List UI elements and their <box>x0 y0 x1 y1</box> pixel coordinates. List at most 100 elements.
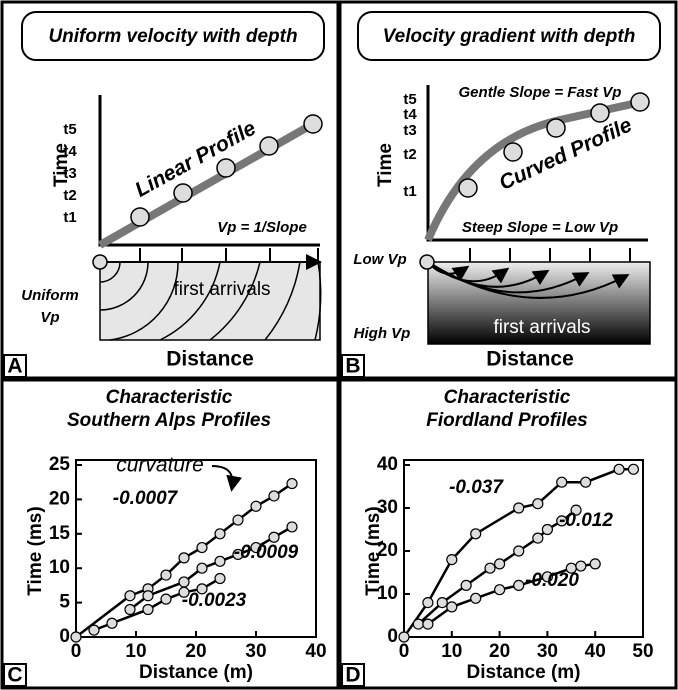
receivers <box>100 248 318 262</box>
y-tick-label: 0 <box>387 626 398 647</box>
letter-box <box>341 663 365 687</box>
data-point <box>250 541 262 554</box>
x-tick-label: 10 <box>441 641 462 662</box>
data-point <box>88 624 100 636</box>
y-tick-label: 5 <box>59 592 70 613</box>
data-point <box>446 601 458 613</box>
data-point <box>613 463 625 475</box>
y-tick-label: 15 <box>49 523 71 544</box>
y-tick-label: 20 <box>49 488 70 509</box>
data-point <box>232 548 244 561</box>
series-label: -0.0009 <box>234 542 299 563</box>
x-tick-label: 0 <box>71 641 82 662</box>
data-point <box>575 560 587 572</box>
data-point <box>532 498 544 510</box>
data-point <box>268 531 280 543</box>
profile-points <box>458 92 650 198</box>
data-point <box>142 603 154 616</box>
series-line <box>402 468 634 638</box>
data-point <box>436 596 448 609</box>
data-point <box>589 558 601 570</box>
panel-letter: D <box>345 664 360 687</box>
medium-box <box>99 261 321 341</box>
data-point <box>470 528 482 540</box>
data-point <box>124 603 136 616</box>
data-point <box>250 500 262 512</box>
data-point <box>541 571 554 583</box>
data-point <box>494 558 506 570</box>
data-point <box>446 553 458 566</box>
medium-label: Vp <box>40 309 59 326</box>
data-point <box>196 562 208 574</box>
equation: Vp = 1/Slope <box>217 219 307 236</box>
series-label: -0.0023 <box>182 590 247 611</box>
wavefronts <box>99 261 322 341</box>
chart-title: Southern Alps Profiles <box>67 410 271 431</box>
data-point <box>422 596 434 609</box>
t-label: t3 <box>63 165 76 182</box>
chart-title: Characteristic <box>444 387 571 408</box>
data-point <box>124 590 136 602</box>
letter-box <box>3 354 27 378</box>
y-tick-label: 10 <box>377 583 398 604</box>
arrivals-label: first arrivals <box>173 279 270 300</box>
x-label: Distance (m) <box>139 662 253 683</box>
data-point <box>142 590 154 602</box>
data-point <box>494 584 506 596</box>
panel-letter: B <box>345 355 360 378</box>
t-label: t5 <box>63 121 76 138</box>
x-tick-label: 40 <box>585 641 606 662</box>
data-point <box>160 593 172 605</box>
data-point <box>106 617 118 629</box>
title-box <box>21 11 325 61</box>
data-point <box>160 569 172 581</box>
steep-label: Steep Slope = Low Vp <box>462 219 618 236</box>
data-point <box>214 555 226 567</box>
data-point <box>513 579 525 592</box>
data-point <box>556 476 568 488</box>
source <box>419 254 435 270</box>
data-point <box>532 532 544 544</box>
data-point <box>556 515 568 527</box>
data-point <box>196 583 208 595</box>
t-label: t2 <box>63 187 76 204</box>
t-label: t4 <box>403 106 417 123</box>
data-point <box>178 576 190 588</box>
t-label: t2 <box>403 146 416 163</box>
x-tick-label: 10 <box>125 641 146 662</box>
letter-box <box>3 663 27 687</box>
ray-paths <box>427 248 631 299</box>
gentle-label: Gentle Slope = Fast Vp <box>459 84 622 101</box>
data-point <box>513 502 525 514</box>
x-label: Distance <box>486 348 574 371</box>
annotation-arrow <box>211 465 243 492</box>
y-tick-label: 0 <box>59 626 70 647</box>
t-label: t3 <box>403 122 416 139</box>
data-point <box>422 618 434 630</box>
high-label: High Vp <box>354 325 411 342</box>
data-point <box>196 541 208 554</box>
x-tick-label: 0 <box>399 641 410 662</box>
series-label: -0.037 <box>449 477 504 498</box>
data-point <box>70 631 82 643</box>
panel-letter: A <box>7 355 22 378</box>
x-tick-label: 40 <box>305 641 326 662</box>
t-label: t4 <box>63 143 77 160</box>
y-tick-label: 25 <box>49 454 71 475</box>
t-label: t1 <box>63 209 76 226</box>
y-label: Time (ms) <box>363 506 384 595</box>
title-box <box>357 11 661 61</box>
chart-title: Fiordland Profiles <box>426 410 588 431</box>
panel-a: Uniform velocity with depth Time t5 t4 t… <box>3 11 325 378</box>
panel-title: Velocity gradient with depth <box>383 26 636 47</box>
panel-title: Uniform velocity with depth <box>48 26 297 47</box>
x-label: Distance <box>166 348 254 371</box>
data-point <box>470 592 482 604</box>
data-point <box>460 579 472 592</box>
annotation: curvature <box>116 454 204 477</box>
t-label: t1 <box>403 183 416 200</box>
low-label: Low Vp <box>353 251 406 268</box>
data-point <box>214 528 226 540</box>
data-point <box>513 545 525 557</box>
